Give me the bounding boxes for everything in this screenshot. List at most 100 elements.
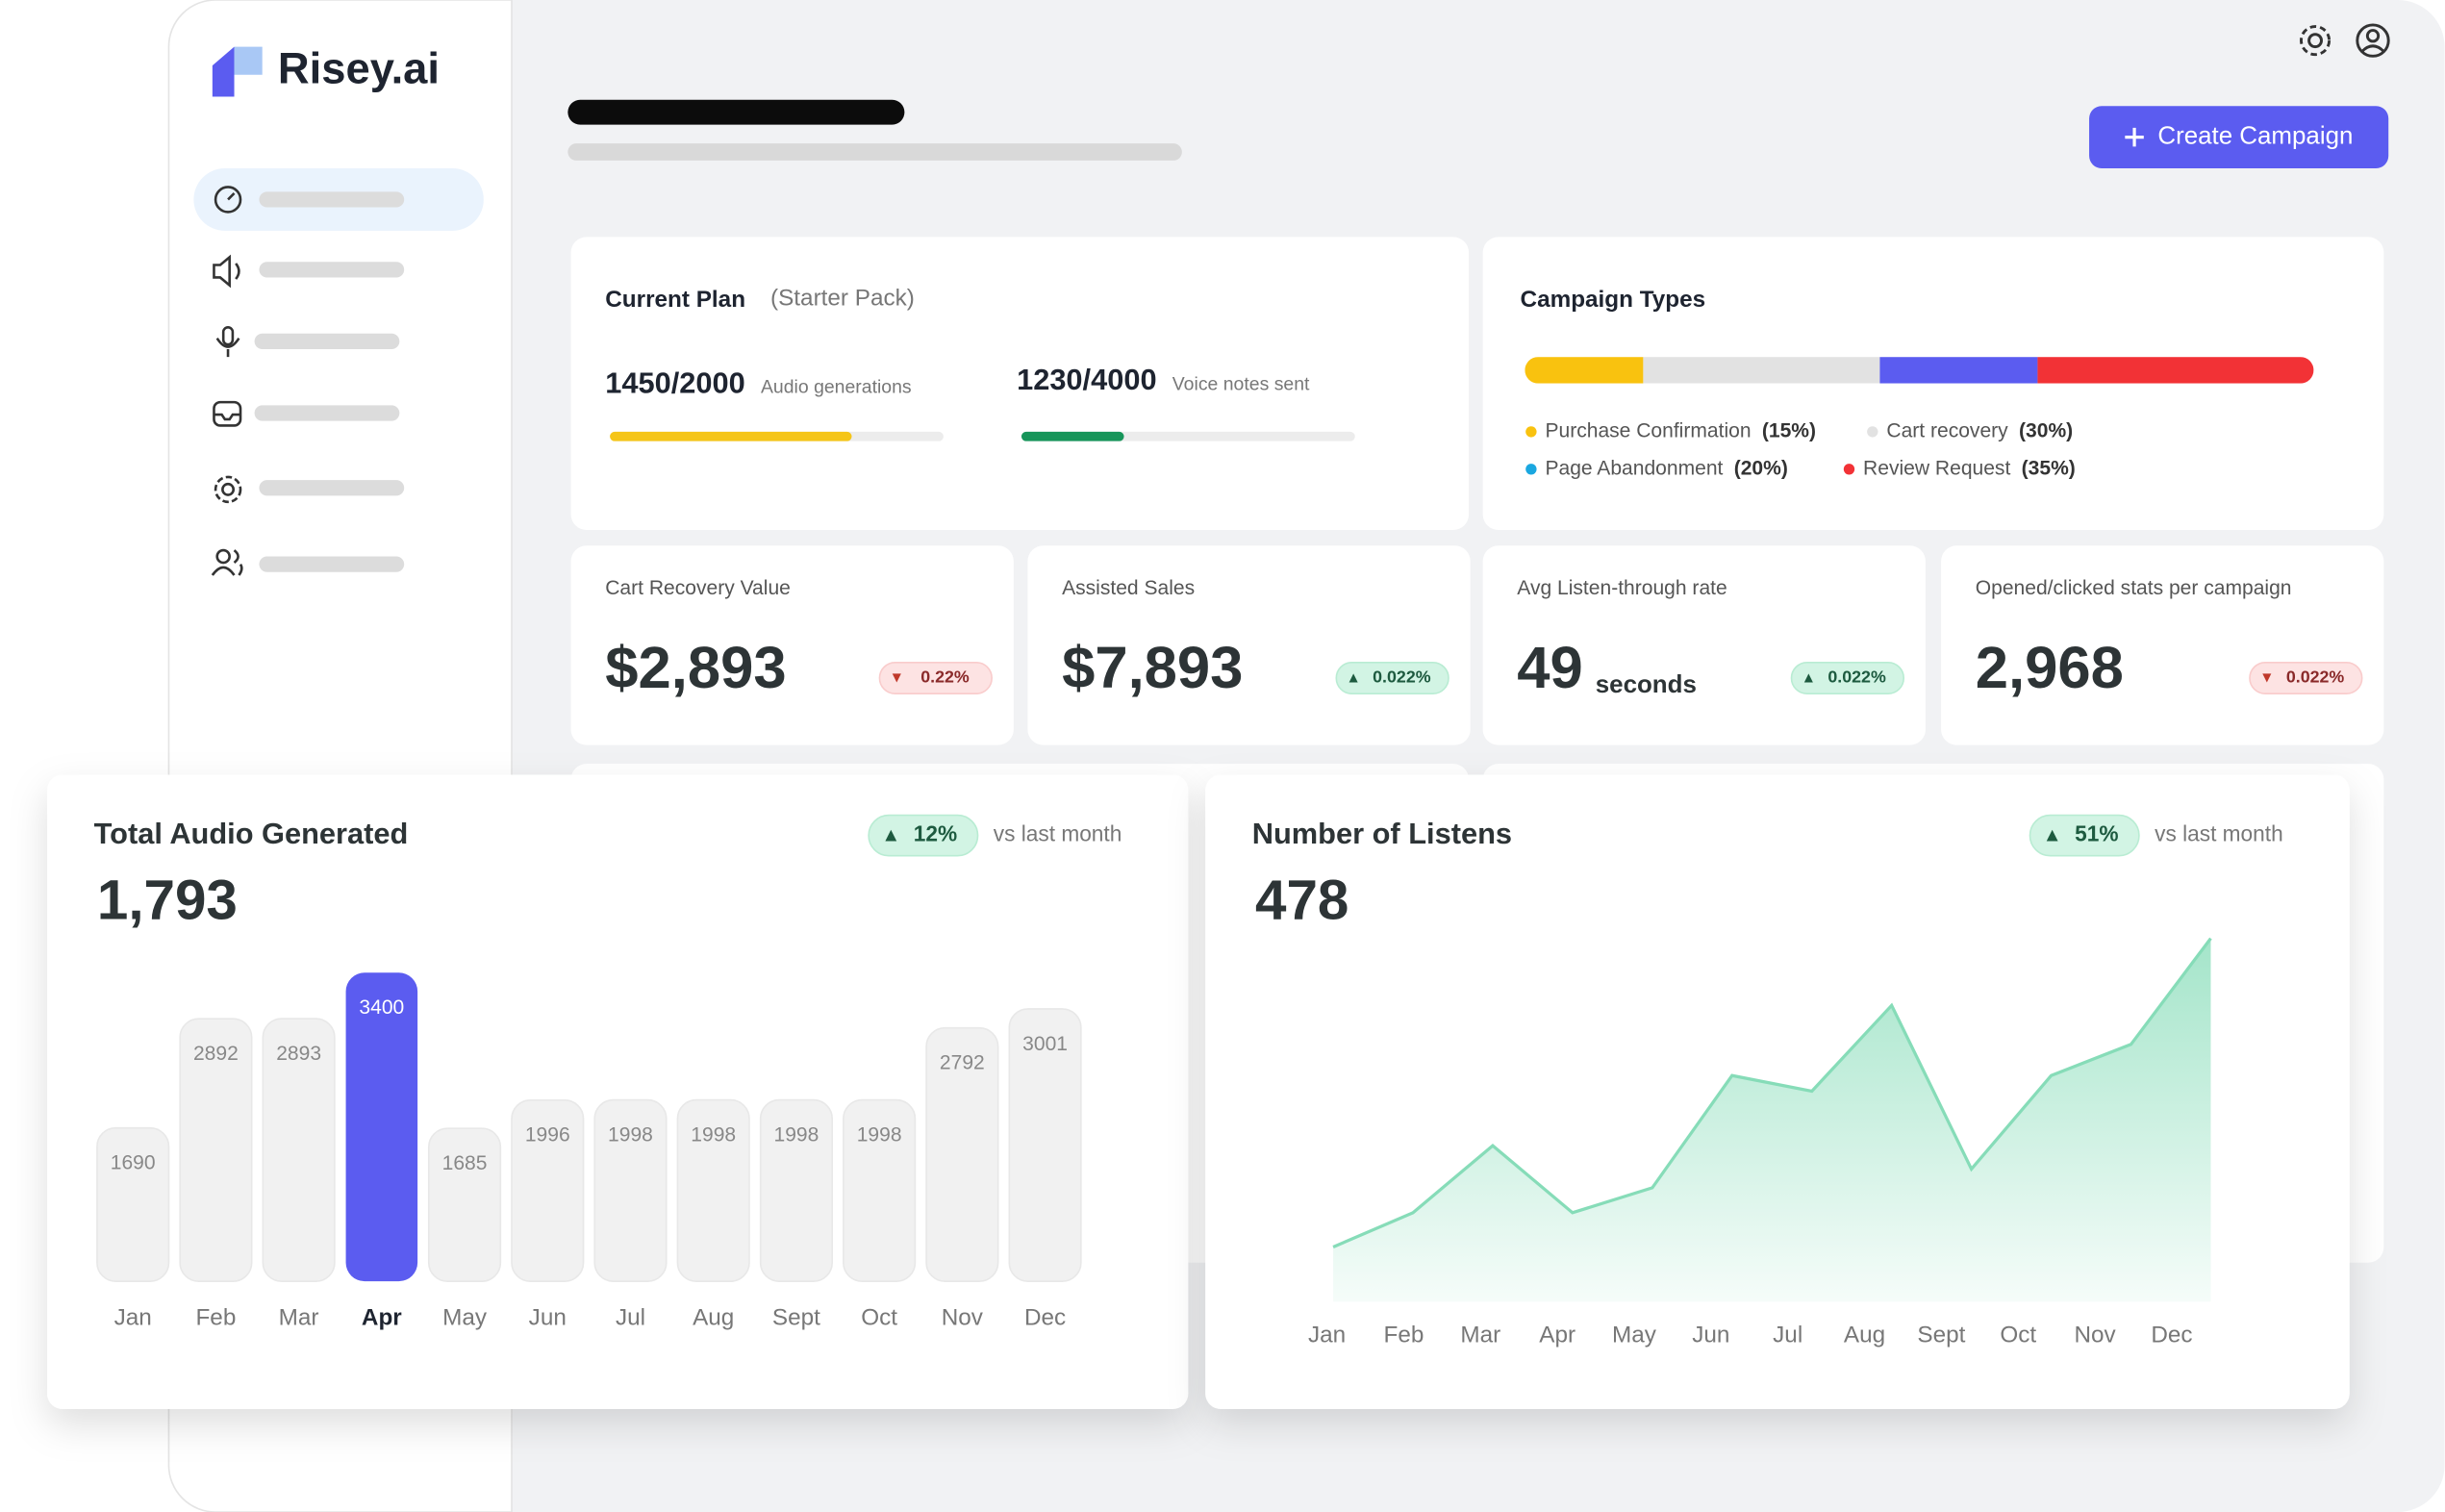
brand: Risey.ai [278, 44, 440, 93]
bar [925, 1026, 999, 1282]
line [1332, 937, 2212, 1248]
bar-value: 3001 [1022, 1033, 1068, 1055]
bar-value: 1998 [857, 1123, 902, 1146]
change-value: 51% [2075, 821, 2118, 846]
x-tick-label: Jun [1692, 1322, 1729, 1348]
button-label[interactable]: Create Campaign [2157, 122, 2353, 149]
trend-arrow [1803, 673, 1813, 683]
change-value: 0.22% [920, 668, 970, 687]
plus-icon [2125, 127, 2144, 147]
bar-value: 3400 [359, 996, 404, 1019]
stat-value: 2,968 [1976, 635, 2124, 701]
comparison: vs last month [994, 821, 1122, 846]
stat-title: Avg Listen-through rate [1517, 577, 1727, 599]
stat-title: Assisted Sales [1062, 577, 1195, 599]
legend-dot [1867, 426, 1878, 438]
x-tick-label: May [442, 1304, 488, 1330]
bar [96, 1126, 170, 1282]
stack-segment [1879, 357, 2038, 384]
stat-value: $2,893 [605, 635, 786, 701]
legend-label: Cart recovery [1886, 419, 2008, 441]
bar [843, 1098, 917, 1282]
x-tick-label: Oct [2000, 1322, 2036, 1348]
plan-title: Current Plan [605, 287, 745, 313]
header-placeholder [567, 143, 1182, 161]
bar-value: 1998 [691, 1123, 736, 1146]
change-value: 0.022% [1827, 668, 1886, 687]
plan-card [570, 237, 1470, 531]
change-badge [2029, 814, 2140, 857]
bar [179, 1018, 253, 1282]
bar-value: 1685 [442, 1152, 488, 1174]
x-tick-label: Aug [1844, 1322, 1885, 1348]
x-tick-label: Sept [772, 1304, 820, 1330]
chart-total: 478 [1255, 869, 1349, 931]
comparison: vs last month [2155, 821, 2283, 846]
chart-total: 1,793 [97, 869, 238, 931]
bar [1008, 1008, 1082, 1282]
stat-title: Opened/clicked stats per campaign [1976, 577, 2292, 599]
x-tick-label: Dec [1024, 1304, 1066, 1330]
stack-segment [2037, 357, 2314, 384]
x-tick-label: Oct [861, 1304, 897, 1330]
x-tick-label: Apr [1539, 1322, 1575, 1348]
top-icons[interactable] [2300, 23, 2390, 58]
x-tick-label: Jan [114, 1304, 152, 1330]
meter-caption: Audio generations [761, 377, 912, 398]
trend-arrow [892, 673, 901, 683]
meter-caption: Voice notes sent [1172, 373, 1310, 394]
legend-label: Page Abandonment [1545, 457, 1723, 479]
chart-title: Total Audio Generated [94, 817, 409, 850]
bar [593, 1098, 668, 1282]
plan-subtitle: (Starter Pack) [770, 286, 915, 312]
meter-fill [610, 431, 852, 441]
change-badge [878, 661, 993, 694]
meter-value: 1450/2000 [605, 365, 745, 399]
change-value: 12% [914, 821, 957, 846]
trend-arrow [2262, 673, 2272, 683]
x-tick-label: Feb [1383, 1322, 1424, 1348]
x-tick-label: Jul [1773, 1322, 1802, 1348]
create-button[interactable] [2089, 106, 2389, 169]
legend-value: (15%) [1762, 419, 1816, 441]
logo-mark [234, 46, 263, 75]
change-badge [2249, 661, 2363, 694]
bar-value: 2893 [276, 1043, 321, 1065]
x-tick-label: Aug [693, 1304, 734, 1330]
stat-card [570, 545, 1014, 745]
x-tick-label: Mar [1460, 1322, 1500, 1348]
stat-unit: seconds [1596, 671, 1697, 698]
legend-label: Purchase Confirmation [1545, 419, 1751, 441]
bar [427, 1127, 502, 1282]
logo-mark [212, 46, 235, 97]
stat-card [1027, 545, 1471, 745]
legend-label: Review Request [1863, 457, 2010, 479]
bar [676, 1098, 750, 1282]
bar [759, 1098, 834, 1282]
x-tick-label: Feb [195, 1304, 236, 1330]
x-tick-label: Nov [2074, 1322, 2116, 1348]
x-tick-label: Dec [2151, 1322, 2192, 1348]
meter-fill [1021, 431, 1124, 441]
nav-placeholders [254, 191, 405, 572]
header-placeholder [567, 99, 905, 125]
campaign-title: Campaign Types [1521, 287, 1706, 313]
bar-value: 1690 [111, 1151, 156, 1173]
change-value: 0.022% [2286, 668, 2345, 687]
chart-title: Number of Listens [1252, 817, 1512, 850]
change-badge [868, 814, 979, 857]
change-value: 0.022% [1373, 668, 1431, 687]
nav-icons [211, 186, 243, 576]
bar [262, 1018, 336, 1282]
trend-arrow [885, 829, 897, 842]
x-tick-label: May [1612, 1322, 1657, 1348]
bar [345, 972, 418, 1282]
legend-dot [1525, 464, 1537, 475]
stat-value: $7,893 [1062, 635, 1243, 701]
bar-value: 2892 [193, 1043, 239, 1065]
bar-value: 1998 [774, 1123, 819, 1146]
change-badge [1335, 661, 1449, 694]
legend-dot [1843, 464, 1855, 475]
change-badge [1790, 661, 1905, 694]
